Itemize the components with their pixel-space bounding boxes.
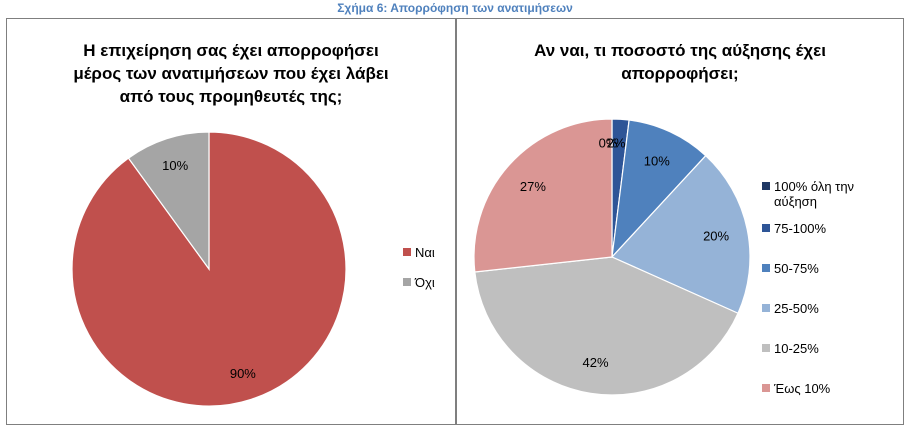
legend-swatch [762, 224, 770, 232]
legend-label: 100% όλη την αύξηση [774, 179, 855, 209]
legend-label: 10-25% [774, 341, 819, 356]
legend-item-100: 100% όλη την αύξηση [762, 179, 879, 209]
legend-item-yes: Ναι [403, 245, 435, 260]
legend-swatch [403, 248, 411, 256]
chart-title-line: Η επιχείρηση σας έχει απορροφήσει [83, 41, 379, 60]
chart-panel-percentage: Αν ναι, τι ποσοστό της αύξησης έχει απορ… [456, 18, 904, 425]
legend-label: Όχι [415, 275, 435, 290]
legend-label: Ναι [415, 245, 435, 260]
data-label: 90% [230, 366, 256, 381]
pie-slice [473, 118, 613, 273]
data-label: 27% [520, 179, 546, 194]
legend-swatch [762, 182, 770, 190]
chart-panel-absorption: Η επιχείρηση σας έχει απορροφήσει μέρος … [6, 18, 456, 425]
legend-item-75-100: 75-100% [762, 221, 826, 236]
legend-swatch [762, 384, 770, 392]
figure-caption: Σχήμα 6: Απορρόφηση των ανατιμήσεων [337, 1, 573, 15]
legend-swatch [762, 344, 770, 352]
legend-swatch [762, 304, 770, 312]
data-label: 42% [583, 355, 609, 370]
legend-swatch [403, 278, 411, 286]
pie-chart-absorption: 90% 10% [71, 131, 347, 407]
pie-chart-percentage: 0%2% 10% 20% 42% 27% [473, 118, 751, 396]
legend-label: 75-100% [774, 221, 827, 236]
legend-item-10-25: 10-25% [762, 341, 819, 356]
chart-title-percentage: Αν ναι, τι ποσοστό της αύξησης έχει απορ… [457, 39, 903, 85]
legend-label: 50-75% [774, 261, 819, 276]
data-label: 0% [599, 135, 618, 150]
data-label: 20% [703, 229, 729, 244]
pie-slice [474, 256, 739, 396]
pie-slice [127, 131, 210, 271]
chart-title-absorption: Η επιχείρηση σας έχει απορροφήσει μέρος … [7, 39, 455, 108]
data-label: 2% [607, 135, 626, 150]
chart-title-line: από τους προμηθευτές της; [119, 87, 343, 106]
pie-slice [610, 154, 751, 315]
pie-slice [611, 119, 707, 259]
legend-swatch [762, 264, 770, 272]
legend-label: Έως 10% [774, 381, 831, 396]
chart-title-line: μέρος των ανατιμήσεων που έχει λάβει [73, 64, 389, 83]
legend-item-up-to-10: Έως 10% [762, 381, 830, 396]
data-label: 10% [162, 158, 188, 173]
legend-item-no: Όχι [403, 275, 435, 290]
chart-title-line: Αν ναι, τι ποσοστό της αύξησης έχει [534, 41, 826, 60]
legend-item-25-50: 25-50% [762, 301, 819, 316]
legend-item-50-75: 50-75% [762, 261, 819, 276]
legend-label: 25-50% [774, 301, 819, 316]
data-label: 10% [644, 154, 670, 169]
chart-title-line: απορροφήσει; [621, 64, 739, 83]
